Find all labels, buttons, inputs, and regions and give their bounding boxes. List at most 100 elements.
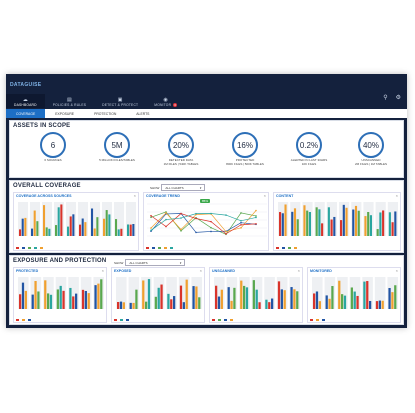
lock-icon: ▣ bbox=[117, 97, 123, 103]
bar bbox=[84, 290, 87, 309]
legend-item bbox=[316, 319, 319, 321]
bar-track bbox=[141, 277, 152, 309]
series-point bbox=[180, 228, 182, 231]
bar bbox=[91, 208, 94, 236]
legend-item bbox=[158, 247, 161, 249]
bar bbox=[119, 301, 123, 309]
close-icon[interactable]: × bbox=[133, 193, 136, 198]
exposure-title: EXPOSURE AND PROTECTION bbox=[13, 258, 107, 264]
bar bbox=[338, 280, 341, 309]
close-icon[interactable]: × bbox=[199, 268, 202, 273]
bar bbox=[198, 297, 201, 309]
kpi-caption: PROTECTED 800K FILES | 500K TABLES bbox=[226, 158, 264, 166]
bar bbox=[293, 208, 297, 236]
bar bbox=[333, 216, 336, 236]
cloud-icon: ☁ bbox=[22, 97, 28, 103]
bar bbox=[129, 302, 132, 309]
close-icon[interactable]: × bbox=[101, 268, 104, 273]
bar bbox=[87, 293, 90, 309]
bar bbox=[69, 287, 72, 309]
series-point bbox=[240, 227, 242, 229]
nav-dashboard[interactable]: ☁ DASHBOARD bbox=[6, 94, 45, 108]
series-point bbox=[255, 223, 257, 225]
bar-track bbox=[90, 202, 100, 236]
kpi-caption: UNSCANNED 2M FILES | 1M TABLES bbox=[354, 158, 387, 166]
chevron-down-icon: ▾ bbox=[179, 260, 182, 265]
bar-track bbox=[324, 277, 336, 309]
bar bbox=[115, 219, 118, 236]
bar bbox=[277, 281, 281, 309]
nav-policies[interactable]: ▤ POLICIES & RULES bbox=[45, 94, 94, 108]
close-icon[interactable]: × bbox=[297, 268, 300, 273]
legend-item bbox=[22, 319, 25, 321]
series-line bbox=[150, 211, 257, 235]
close-icon[interactable]: × bbox=[395, 268, 398, 273]
series-point bbox=[210, 212, 212, 215]
chart-select[interactable]: ALL CHARTS ▾ bbox=[125, 259, 186, 266]
close-icon[interactable]: × bbox=[263, 193, 266, 198]
chart-legend bbox=[146, 247, 173, 249]
series-point bbox=[225, 230, 227, 233]
bar bbox=[357, 210, 360, 236]
series-point bbox=[165, 218, 167, 221]
app-window: DATAGUISE ☁ DASHBOARD ▤ POLICIES & RULES… bbox=[6, 74, 407, 328]
close-icon[interactable]: × bbox=[395, 193, 398, 198]
bar bbox=[120, 228, 123, 236]
bar bbox=[75, 293, 78, 309]
chart-legend bbox=[212, 319, 233, 321]
bar bbox=[328, 298, 331, 309]
bar bbox=[93, 228, 96, 236]
show-label: SHOW bbox=[150, 185, 160, 190]
bar bbox=[31, 228, 34, 236]
assets-panel: ASSETS IN SCOPE 6 6 SOURCES 5M 5 MILLION… bbox=[9, 120, 404, 178]
card-content: CONTENT × bbox=[273, 192, 401, 251]
tab-protection[interactable]: PROTECTION bbox=[94, 111, 117, 116]
bar bbox=[192, 286, 195, 309]
legend-item bbox=[322, 319, 325, 321]
bar bbox=[24, 217, 27, 236]
gear-icon[interactable]: ⚙ bbox=[395, 95, 401, 101]
bar bbox=[100, 279, 103, 309]
legend-item bbox=[146, 247, 149, 249]
document-icon: ▤ bbox=[66, 97, 72, 103]
bar-chart bbox=[116, 277, 202, 309]
bar bbox=[366, 281, 369, 309]
bar bbox=[341, 294, 344, 309]
bar-chart bbox=[214, 277, 300, 309]
bar bbox=[96, 217, 99, 236]
bar bbox=[375, 301, 379, 309]
chart-select[interactable]: ALL CHARTS ▾ bbox=[161, 184, 206, 191]
bar bbox=[72, 214, 75, 236]
bar bbox=[353, 291, 356, 309]
user-icon[interactable]: ⚲ bbox=[383, 95, 388, 101]
line-chart bbox=[147, 203, 267, 237]
nav-monitor[interactable]: ◉ MONITOR 3 bbox=[146, 94, 185, 108]
series-point bbox=[210, 230, 212, 233]
bar bbox=[154, 296, 157, 309]
bar bbox=[108, 214, 111, 236]
series-point bbox=[150, 216, 152, 219]
tab-exposure[interactable]: EXPOSURE bbox=[55, 111, 75, 116]
series-point bbox=[255, 209, 257, 212]
kpi-detected: 20% DETECTED DATA 1M FILES | 540K TABLES bbox=[150, 132, 212, 166]
bar bbox=[105, 210, 108, 236]
nav-detect-protect[interactable]: ▣ DETECT & PROTECT bbox=[94, 94, 146, 108]
legend-item bbox=[114, 319, 117, 321]
tab-coverage[interactable]: COVERAGE bbox=[6, 109, 46, 118]
bar bbox=[49, 294, 53, 309]
kpi-alerted: 0.2% ALERTED IN LAST 30HRS 10K FILES bbox=[278, 132, 340, 166]
tab-alerts[interactable]: ALERTS bbox=[136, 111, 150, 116]
legend-item bbox=[294, 247, 297, 249]
bar bbox=[57, 207, 60, 236]
bar bbox=[283, 290, 286, 309]
show-filter: SHOW ALL CHARTS ▾ bbox=[150, 184, 206, 191]
bar bbox=[369, 215, 372, 236]
series-line bbox=[150, 213, 257, 231]
bar bbox=[290, 287, 293, 309]
legend-item bbox=[282, 247, 285, 249]
bar bbox=[217, 296, 221, 309]
bar bbox=[345, 207, 348, 236]
bar bbox=[363, 281, 366, 309]
series-point bbox=[180, 217, 182, 219]
bar bbox=[59, 285, 62, 309]
